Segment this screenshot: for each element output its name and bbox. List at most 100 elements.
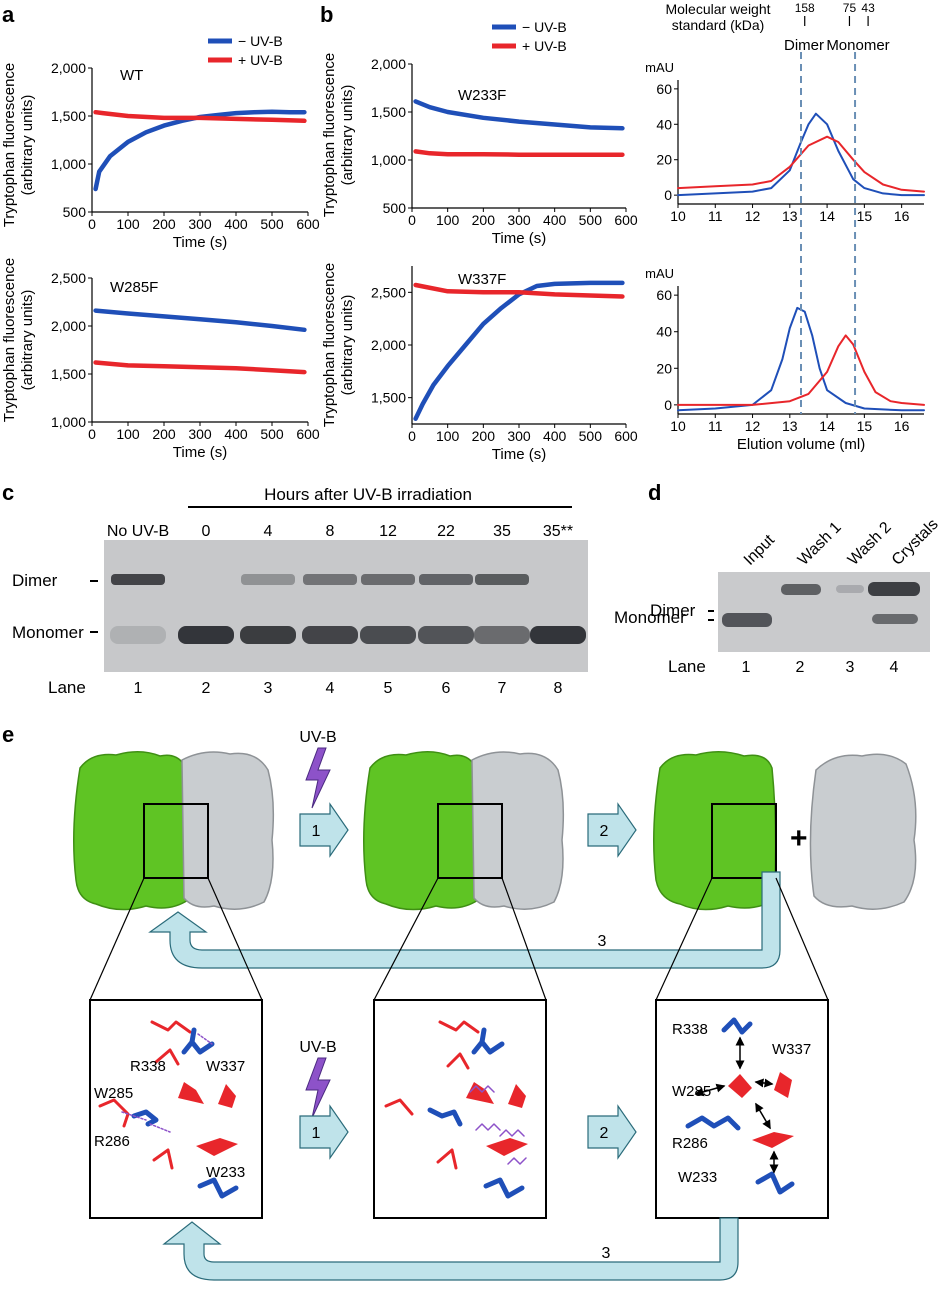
gel-c-lane-title: No UV-B <box>107 523 169 540</box>
y-tick-label: 2,000 <box>371 337 406 353</box>
y-tick-label: 500 <box>63 204 87 220</box>
gel-c-lane-title: 22 <box>437 523 455 540</box>
gel-c: Hours after UV-B irradiation No UV-B 0 4 8 1… <box>12 485 588 697</box>
x-tick-label: 300 <box>188 216 212 232</box>
x-tick-label: 10 <box>670 418 686 434</box>
x-tick-label: 500 <box>579 212 603 228</box>
res-w233-1: W233 <box>206 1164 245 1181</box>
y-tick-label: 1,000 <box>51 156 86 172</box>
panel-label-a: a <box>2 2 15 27</box>
y-unit-label: mAU <box>645 266 674 281</box>
x-tick-label: 12 <box>745 418 761 434</box>
dimer-band <box>241 574 295 585</box>
step-3-arrow-bottom: 3 <box>162 1217 739 1281</box>
x-tick-label: 100 <box>436 428 460 444</box>
series-line <box>93 109 307 192</box>
gel-c-lane-label: Lane <box>48 678 86 697</box>
x-tick-label: 15 <box>857 208 873 224</box>
y-tick-label: 2,000 <box>51 318 86 334</box>
monomer-band <box>474 626 530 644</box>
x-tick-label: 14 <box>819 208 835 224</box>
sec-dashed-lines <box>800 52 857 414</box>
gel-c-lane-number: 4 <box>326 680 335 697</box>
gel-d-lane-title: Crystals <box>889 516 942 569</box>
x-axis-label: Time (s) <box>492 230 546 247</box>
x-tick-label: 400 <box>543 212 567 228</box>
ylabel-line-1: Tryptophan fluorescence <box>1 63 18 228</box>
gel-c-lane-number: 2 <box>202 680 211 697</box>
gel-d-lane-numbers: 1 2 3 4 <box>742 659 899 676</box>
x-tick-label: 13 <box>782 208 798 224</box>
uvb-label-top: UV-B <box>299 729 336 746</box>
ylabel-line-1: Tryptophan fluorescence <box>321 53 338 218</box>
gel-d-lane-number: 3 <box>846 659 855 676</box>
x-tick-label: 400 <box>224 426 248 442</box>
y-tick-label: 1,000 <box>371 152 406 168</box>
zoom-box-3 <box>711 803 777 879</box>
y-tick-label: 0 <box>664 187 672 203</box>
y-tick-label: 2,500 <box>51 270 86 286</box>
y-tick-label: 40 <box>656 116 672 132</box>
chart-title: W337F <box>458 271 506 288</box>
chart-wt: 0 100 200 300 400 500 600 500 1,000 1,500 2,000 WT T… <box>51 60 320 251</box>
series-line <box>93 308 307 333</box>
monomer-band <box>178 626 234 644</box>
zoom-box-2 <box>437 803 503 879</box>
dimer-band <box>303 574 357 585</box>
ylabel-b-bottom: Tryptophan fluorescence (arbitrary units… <box>321 263 356 428</box>
x-tick-label: 200 <box>152 216 176 232</box>
x-tick-label: 300 <box>188 426 212 442</box>
series-line <box>413 149 625 157</box>
panel-label-c: c <box>2 480 14 505</box>
ylabel-line-2: (arbitrary units) <box>19 95 36 196</box>
series-line <box>677 306 925 412</box>
mw-marks: 158 75 43 <box>795 1 875 26</box>
chart-sec-top: 10 11 12 13 14 15 16 0 20 40 60 mAU <box>645 60 925 224</box>
gel-d-lane-number: 4 <box>890 659 899 676</box>
panel-label-b: b <box>320 2 333 27</box>
step-2-label: 2 <box>600 823 609 840</box>
residue-sticks-2 <box>384 1020 528 1199</box>
legend-minus-uvb: − UV-B <box>238 33 283 49</box>
monomer-band <box>530 626 586 644</box>
x-tick-label: 500 <box>260 216 284 232</box>
plus-sign: + <box>790 822 808 855</box>
legend-plus-uvb-b: + UV-B <box>522 38 567 54</box>
zoom-box-1 <box>143 803 209 879</box>
res-w285-3: W285 <box>672 1083 711 1100</box>
dimer-band <box>111 574 165 585</box>
series-line <box>93 109 307 124</box>
gel-c-lane-title: 4 <box>264 523 273 540</box>
x-axis-label: Elution volume (ml) <box>737 436 865 453</box>
gel-d-lane-number: 2 <box>796 659 805 676</box>
legend-plus-uvb: + UV-B <box>238 52 283 68</box>
series-line <box>413 282 625 299</box>
dimer-band <box>419 574 473 585</box>
step-1-label: 1 <box>312 823 321 840</box>
dimer-band <box>361 574 415 585</box>
x-tick-label: 100 <box>116 216 140 232</box>
chart-title: W285F <box>110 279 158 296</box>
x-tick-label: 600 <box>614 428 638 444</box>
y-tick-label: 1,500 <box>51 108 86 124</box>
series-line <box>677 135 925 193</box>
res-r338-1: R338 <box>130 1058 166 1075</box>
x-tick-label: 200 <box>152 426 176 442</box>
ylabel-line-2: (arbitrary units) <box>339 85 356 186</box>
monomer-band <box>302 626 358 644</box>
x-tick-label: 100 <box>116 426 140 442</box>
gel-c-lane-title: 35** <box>543 523 573 540</box>
gel-c-row-dimer: Dimer <box>12 571 58 590</box>
x-tick-label: 16 <box>894 418 910 434</box>
x-tick-label: 11 <box>708 418 723 434</box>
detail-box-3 <box>655 999 829 1219</box>
gel-c-lane-number: 3 <box>264 680 273 697</box>
x-tick-label: 15 <box>857 418 873 434</box>
ylabel-a-bottom: Tryptophan fluorescence (arbitrary units… <box>1 258 36 423</box>
x-tick-label: 300 <box>507 428 531 444</box>
dimer-protein-1 <box>73 751 275 911</box>
gel-d-lane-title: Wash 1 <box>795 519 845 569</box>
y-tick-label: 1,000 <box>51 414 86 430</box>
